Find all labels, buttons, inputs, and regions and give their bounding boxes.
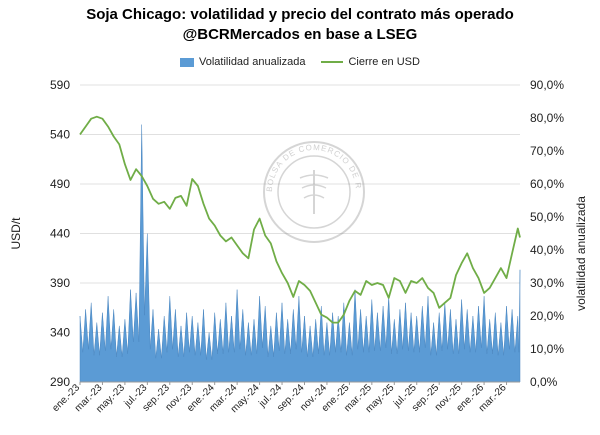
legend-item-volatility: Volatilidad anualizada (180, 56, 305, 68)
volatility-series (79, 124, 521, 383)
legend: Volatilidad anualizada Cierre en USD (0, 54, 600, 70)
watermark-text: BOLSA DE COMERCIO DE ROSARIO (0, 0, 363, 192)
legend-swatch-price (321, 61, 344, 63)
legend-label-volatility: Volatilidad anualizada (199, 56, 306, 68)
watermark-outer-ring (263, 141, 365, 243)
volatility-area (79, 124, 521, 383)
y-right-tick-label: 20,0% (530, 309, 564, 323)
y-right-tick-label: 90,0% (530, 78, 564, 92)
y-left-tick-label: 490 (50, 177, 70, 191)
price-line (79, 115, 521, 324)
y-right-tick-label: 50,0% (530, 210, 564, 224)
y-right-tick-label: 70,0% (530, 144, 564, 158)
y-right-tick-label: 80,0% (530, 111, 564, 125)
legend-swatch-volatility (180, 57, 195, 67)
y-right-tick-label: 0,0% (530, 375, 558, 389)
y-right-tick-label: 10,0% (530, 342, 564, 356)
watermark-inner-ring (277, 155, 351, 229)
y-right-tick-label: 30,0% (530, 276, 564, 290)
y-left-tick-label: 540 (50, 128, 70, 142)
y-right-tick-label: 60,0% (530, 177, 564, 191)
price-series (79, 115, 521, 324)
y-left-axis-label: USD/t (9, 217, 23, 250)
y-left-tick-label: 390 (50, 276, 70, 290)
legend-item-price: Cierre en USD (321, 56, 420, 68)
y-right-axis-label: volatilidad anualizada (574, 196, 588, 311)
watermark-seal: BOLSA DE COMERCIO DE ROSARIO (0, 0, 365, 243)
legend-label-price: Cierre en USD (348, 56, 420, 68)
y-left-tick-label: 440 (50, 227, 70, 241)
y-left-tick-label: 590 (50, 78, 70, 92)
y-right-tick-label: 40,0% (530, 243, 564, 257)
y-left-tick-label: 340 (50, 326, 70, 340)
y-left-tick-label: 290 (50, 375, 70, 389)
chart-title: Soja Chicago: volatilidad y precio del c… (86, 6, 514, 23)
chart-subtitle: @BCRMercados en base a LSEG (182, 26, 418, 43)
